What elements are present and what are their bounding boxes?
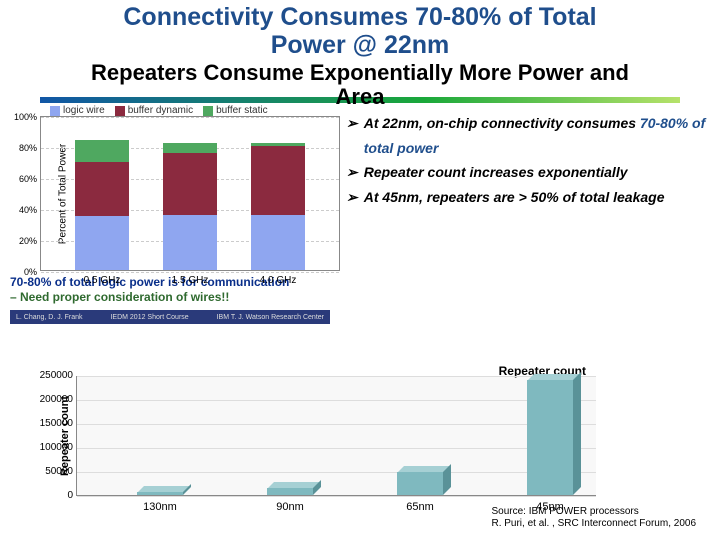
bullet-text: At 22nm, on-chip connectivity consumes 7… [364, 111, 710, 160]
chart1-xtick: 1.5 GHz [160, 275, 220, 286]
bullet-item: ➢Repeater count increases exponentially [346, 160, 710, 185]
bullet-icon: ➢ [346, 185, 358, 210]
chart1-ylabel: Percent of Total Power [58, 144, 69, 244]
chart2-bar [267, 488, 313, 495]
chart1-bar [163, 143, 217, 270]
legend-item: buffer dynamic [115, 105, 193, 116]
bullet-icon: ➢ [346, 160, 358, 185]
chart2-ylabel: Repeater count [59, 395, 71, 475]
legend-item: buffer static [203, 105, 268, 116]
bullet-list: ➢At 22nm, on-chip connectivity consumes … [340, 105, 720, 324]
bullet-item: ➢At 45nm, repeaters are > 50% of total l… [346, 185, 710, 210]
chart2-bar [527, 380, 573, 495]
chart1-xtick: 4.0 GHz [248, 275, 308, 286]
chart1-ytick: 0% [13, 267, 37, 277]
source-attribution: Source: IBM POWER processors R. Puri, et… [491, 506, 696, 530]
chart1-legend: logic wire buffer dynamic buffer static [10, 105, 340, 116]
credit-bar: L. Chang, D. J. Frank IEDM 2012 Short Co… [10, 310, 330, 324]
chart2-ytick: 150000 [29, 418, 73, 429]
chart1-ytick: 100% [13, 112, 37, 122]
chart2-bar [137, 492, 183, 495]
chart2-xtick: 65nm [385, 501, 455, 513]
chart2-xtick: 90nm [255, 501, 325, 513]
bullet-icon: ➢ [346, 111, 358, 160]
chart2-ytick: 50000 [29, 466, 73, 477]
chart1-bar [251, 143, 305, 270]
chart2-ytick: 100000 [29, 442, 73, 453]
chart1-ytick: 20% [13, 236, 37, 246]
repeater-count-bar-chart: Repeater count Repeater count 0500001000… [76, 376, 596, 496]
chart1-ytick: 80% [13, 143, 37, 153]
chart1-ytick: 60% [13, 174, 37, 184]
chart1-ytick: 40% [13, 205, 37, 215]
power-stacked-bar-chart: Percent of Total Power 0%20%40%60%80%100… [40, 116, 340, 271]
chart2-ytick: 0 [29, 490, 73, 501]
chart2-xtick: 130nm [125, 501, 195, 513]
legend-item: logic wire [50, 105, 105, 116]
chart2-ytick: 200000 [29, 394, 73, 405]
bullet-text: Repeater count increases exponentially [364, 160, 628, 185]
chart1-bar [75, 140, 129, 270]
slide-subtitle: Repeaters Consume Exponentially More Pow… [0, 59, 720, 111]
chart2-bar [397, 472, 443, 495]
bullet-item: ➢At 22nm, on-chip connectivity consumes … [346, 111, 710, 160]
chart2-ytick: 250000 [29, 370, 73, 381]
slide-title: Connectivity Consumes 70-80% of Total Po… [0, 0, 720, 59]
bullet-text: At 45nm, repeaters are > 50% of total le… [364, 185, 665, 210]
chart1-xtick: 0.5 GHz [72, 275, 132, 286]
